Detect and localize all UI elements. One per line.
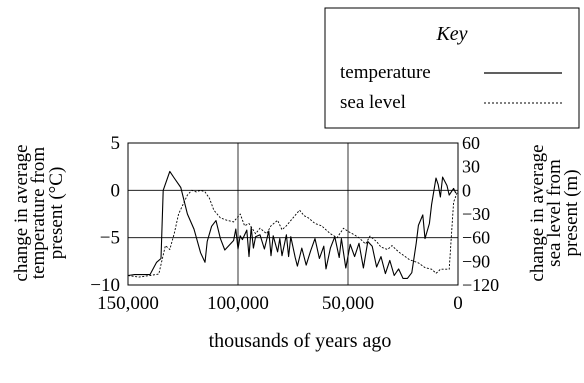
grid: [128, 143, 458, 285]
legend-title: Key: [435, 23, 467, 45]
series-layer: [127, 170, 459, 279]
y-left-tick-label: 5: [111, 133, 121, 154]
legend: Key temperature sea level: [324, 7, 580, 129]
legend-label-temperature: temperature: [340, 62, 431, 83]
y-right-title-line-2: sea level from: [544, 159, 565, 267]
y-right-title-line-3: present (m): [561, 169, 582, 256]
y-left-title-line-1: change in average: [11, 144, 32, 281]
y-left-tick-label: 0: [111, 180, 121, 201]
x-tick-label: 100,000: [207, 293, 269, 314]
y-right-tick-label: 30: [462, 157, 480, 177]
plot-frame: [127, 142, 459, 286]
y-right-tick-label: −90: [462, 251, 490, 271]
y-left-title-line-2: temperature from: [28, 147, 49, 280]
y-right-tick-label: −60: [462, 228, 490, 248]
y-right-title-line-1: change in average: [527, 144, 548, 281]
y-right-tick-label: 0: [462, 180, 471, 200]
x-tick-label: 50,000: [322, 293, 374, 314]
y-right-tick-label: −30: [462, 204, 490, 224]
y-right-tick-label: 60: [462, 133, 480, 153]
x-tick-label: 150,000: [97, 293, 159, 314]
series-line-sea-level: [127, 189, 459, 278]
x-ticks: 150,000 100,000 50,000 0: [97, 293, 463, 314]
series-line-temperature: [127, 170, 457, 279]
y-left-title: change in average temperature from prese…: [11, 144, 67, 281]
y-right-title: change in average sea level from present…: [527, 144, 582, 281]
y-left-tick-label: −10: [90, 275, 120, 296]
y-left-tick-label: −5: [100, 228, 120, 249]
y-right-tick-label: −120: [462, 275, 499, 295]
legend-box: [324, 7, 580, 129]
legend-label-sea-level: sea level: [340, 92, 406, 113]
y-left-title-line-3: present (°C): [46, 167, 67, 260]
y-right-ticks: 60 30 0 −30 −60 −90 −120: [462, 133, 499, 295]
plot-area: [127, 142, 459, 286]
y-left-ticks: 5 0 −5 −10: [90, 133, 120, 296]
x-axis-title: thousands of years ago: [209, 330, 392, 352]
x-tick-label: 0: [453, 293, 463, 314]
